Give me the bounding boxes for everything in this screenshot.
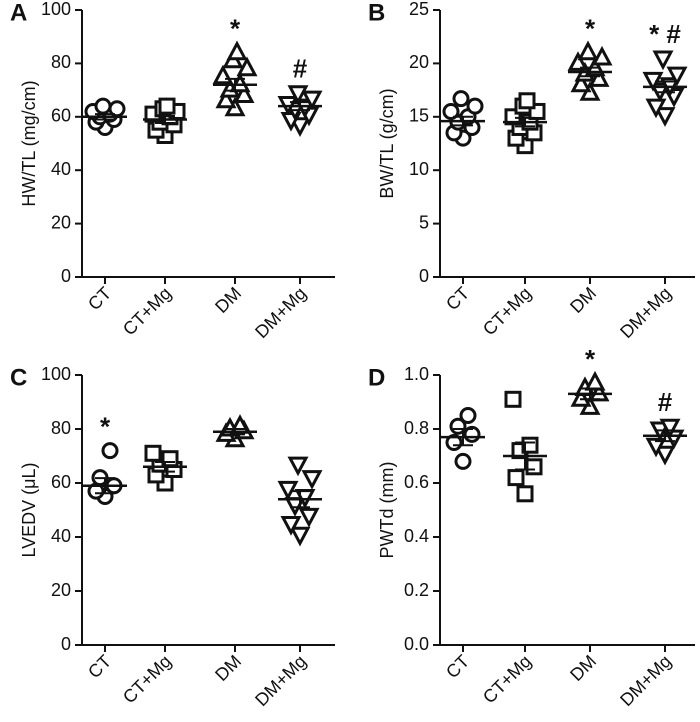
annotation: * <box>230 14 241 44</box>
y-tick-label: 100 <box>41 364 71 384</box>
point <box>666 66 688 87</box>
point <box>466 97 484 115</box>
y-tick-label: 0.6 <box>404 472 429 492</box>
y-tick-label: 40 <box>51 159 71 179</box>
point <box>567 51 589 71</box>
x-tick-label: DM+Mg <box>616 283 675 342</box>
x-tick-label: DM+Mg <box>251 283 310 342</box>
y-axis-label: BW/TL (g/cm) <box>377 88 397 198</box>
point <box>577 40 599 61</box>
panel-label: C <box>10 364 27 391</box>
x-tick-label: CT+Mg <box>119 651 175 707</box>
point <box>212 64 234 85</box>
point <box>654 445 676 466</box>
point <box>645 98 667 119</box>
y-tick-label: 80 <box>51 52 71 72</box>
point <box>584 370 606 391</box>
point <box>144 444 162 462</box>
point <box>654 107 676 127</box>
y-tick-label: 0.8 <box>404 418 429 438</box>
y-tick-label: 0.4 <box>404 526 429 546</box>
point <box>659 418 681 439</box>
point <box>226 40 248 61</box>
y-tick-label: 0 <box>61 634 71 654</box>
x-tick-label: CT+Mg <box>119 283 175 339</box>
y-axis-label: LVEDV (μL) <box>19 462 39 557</box>
point <box>158 97 176 115</box>
point <box>298 507 320 528</box>
point <box>289 526 311 547</box>
point <box>652 50 674 71</box>
annotation: # <box>658 387 673 417</box>
y-tick-label: 60 <box>51 472 71 492</box>
y-tick-label: 20 <box>51 212 71 232</box>
y-tick-label: 20 <box>409 52 429 72</box>
y-tick-label: 80 <box>51 418 71 438</box>
point <box>570 72 592 93</box>
y-tick-label: 1.0 <box>404 364 429 384</box>
point <box>525 458 543 476</box>
x-tick-label: DM+Mg <box>616 651 675 710</box>
x-tick-label: CT+Mg <box>479 651 535 707</box>
point <box>215 88 237 109</box>
y-tick-label: 25 <box>409 0 429 19</box>
point <box>101 442 119 460</box>
x-tick-label: CT+Mg <box>479 283 535 339</box>
point <box>442 102 460 120</box>
panel-label: A <box>10 0 27 26</box>
annotation: * <box>585 344 596 374</box>
annotation: * <box>585 14 596 44</box>
x-tick-label: DM <box>566 651 600 685</box>
x-tick-label: DM <box>566 283 600 317</box>
point <box>645 437 667 458</box>
point <box>507 469 525 487</box>
point <box>454 452 472 470</box>
point <box>233 83 255 103</box>
point <box>591 45 613 66</box>
y-tick-label: 10 <box>409 159 429 179</box>
x-tick-label: CT <box>442 283 473 314</box>
point <box>287 456 309 477</box>
annotation: # <box>293 54 308 84</box>
x-tick-label: DM <box>211 283 245 317</box>
y-tick-label: 0 <box>61 266 71 286</box>
point <box>277 480 299 501</box>
point <box>504 390 522 408</box>
point <box>236 56 258 77</box>
point <box>588 67 610 87</box>
panel-label: D <box>368 364 385 391</box>
annotation: * <box>100 411 111 441</box>
point <box>570 387 592 407</box>
panel-label: B <box>368 0 385 26</box>
point <box>516 485 534 503</box>
point <box>280 516 302 536</box>
y-tick-label: 100 <box>41 0 71 19</box>
y-axis-label: HW/TL (mg/cm) <box>19 80 39 206</box>
y-tick-label: 40 <box>51 526 71 546</box>
x-tick-label: DM+Mg <box>251 651 310 710</box>
x-tick-label: CT <box>84 651 115 682</box>
y-tick-label: 15 <box>409 106 429 126</box>
x-tick-label: DM <box>211 651 245 685</box>
point <box>289 117 311 137</box>
point <box>518 92 536 110</box>
point <box>452 90 470 108</box>
x-tick-label: CT <box>442 651 473 682</box>
y-axis-label: PWTd (mm) <box>377 462 397 559</box>
annotation: * # <box>649 19 681 49</box>
point <box>301 470 323 490</box>
y-tick-label: 0.0 <box>404 634 429 654</box>
point <box>287 85 309 105</box>
y-tick-label: 0.2 <box>404 580 429 600</box>
point <box>459 407 477 424</box>
x-tick-label: CT <box>84 283 115 314</box>
point <box>94 97 112 115</box>
y-tick-label: 20 <box>51 580 71 600</box>
point <box>301 90 323 111</box>
y-tick-label: 5 <box>419 212 429 232</box>
y-tick-label: 0 <box>419 266 429 286</box>
y-tick-label: 60 <box>51 106 71 126</box>
